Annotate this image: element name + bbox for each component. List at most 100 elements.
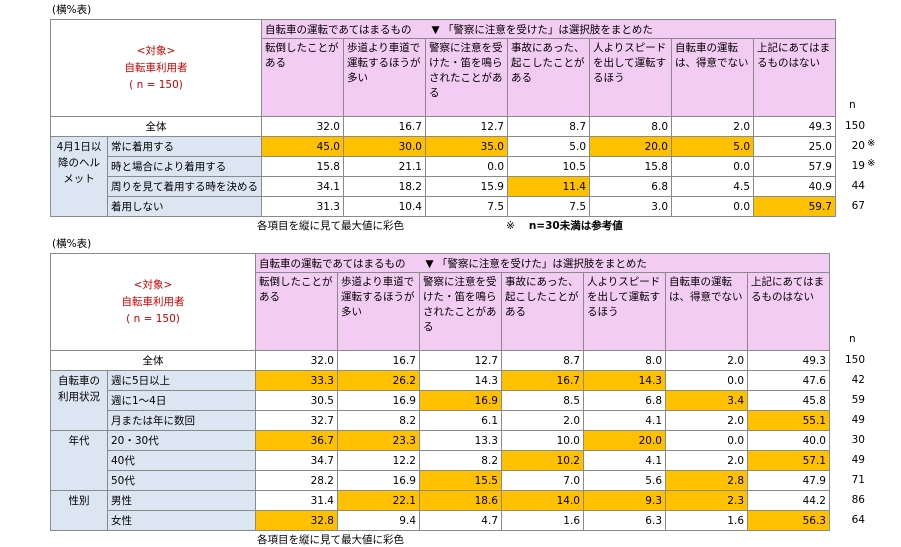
value-cell: 1.6 [665,510,748,531]
data-table: <対象> 自転車利用者 ( n = 150) 自転車の運転であてはまるもの ▼ 「警察に… [50,19,836,217]
n-value: 30 [851,434,865,446]
value-cell-max: 36.7 [255,430,338,451]
n-value: 49 [851,414,865,426]
value-cell: 7.5 [425,196,508,217]
group-header-note: ▼ 「警察に注意を受けた」は選択肢をまとめた [431,23,653,36]
value-cell-max: 56.3 [747,510,830,531]
table-row: 週に1～4日 30.5 16.9 16.9 8.5 6.8 3.4 45.8 [51,390,830,411]
footnote-text: n=30未満は参考値 [528,220,623,232]
target-label: <対象> 自転車利用者 ( n = 150) [50,19,262,117]
value-cell: 2.0 [501,410,584,431]
row-label: 全体 [50,350,256,371]
value-cell-max: 11.4 [507,176,590,197]
table-row: 自転車の利用状況 週に5日以上 33.3 26.2 14.3 16.7 14.3 0.0 47.… [50,370,830,431]
column-header: 転倒したことがある [255,272,338,351]
footnote-max-highlight: 各項目を縦に見て最大値に彩色 [257,534,404,546]
value-cell-max: 16.9 [419,390,502,411]
row-label: 月または年に数回 [107,410,256,431]
value-cell: 30.5 [255,390,338,411]
target-line: <対象> [133,278,173,291]
footnote-max-highlight: 各項目を縦に見て最大値に彩色 [257,220,404,232]
value-cell: 4.5 [671,176,754,197]
row-label: 着用しない [107,196,262,217]
value-cell: 12.7 [419,350,502,371]
group-label: 4月1日以降のヘルメット [50,136,108,217]
value-cell-max: 18.6 [419,490,502,511]
value-cell: 8.7 [507,116,590,137]
value-cell-max: 15.5 [419,470,502,491]
n-value: 19 [851,160,865,172]
column-header: 人よりスピードを出して運転するほう [589,38,672,117]
value-cell-max: 20.0 [589,136,672,157]
value-cell: 40.0 [747,430,830,451]
value-cell: 32.7 [255,410,338,431]
column-header: 転倒したことがある [261,38,344,117]
table-row: 40代 34.7 12.2 8.2 10.2 4.1 2.0 57.1 [51,450,830,471]
value-cell: 5.0 [507,136,590,157]
column-header: 自転車の運転は、得意でない [665,272,748,351]
value-cell-max: 16.7 [501,370,584,391]
row-label: 週に5日以上 [107,370,256,391]
value-cell: 57.9 [753,156,836,177]
group-header-title: 自転車の運転であてはまるもの [265,23,412,36]
value-cell: 21.1 [343,156,426,177]
value-cell: 2.0 [671,116,754,137]
value-cell: 5.6 [583,470,666,491]
group-label: 自転車の利用状況 [50,370,108,431]
value-cell-max: 10.2 [501,450,584,471]
group-header: 自転車の運転であてはまるもの ▼ 「警察に注意を受けた」は選択肢をまとめた [255,253,830,273]
group-header-title: 自転車の運転であてはまるもの [259,257,406,270]
table-row: 女性 32.8 9.4 4.7 1.6 6.3 1.6 56.3 [51,510,830,531]
value-cell: 6.8 [589,176,672,197]
value-cell-max: 23.3 [337,430,420,451]
value-cell: 0.0 [665,430,748,451]
value-cell: 8.0 [589,116,672,137]
value-cell: 47.9 [747,470,830,491]
n-value: 59 [851,394,865,406]
row-label: 50代 [107,470,256,491]
value-cell: 16.7 [343,116,426,137]
table-row: 4月1日以降のヘルメット 常に着用する 45.0 30.0 35.0 5.0 20.0 5.0… [50,136,836,217]
table-row: 月または年に数回 32.7 8.2 6.1 2.0 4.1 2.0 55.1 [51,410,830,431]
value-cell: 8.7 [501,350,584,371]
data-table: <対象> 自転車利用者 ( n = 150) 自転車の運転であてはまるもの ▼ 「警察に… [50,253,830,531]
value-cell-max: 5.0 [671,136,754,157]
value-cell: 8.2 [337,410,420,431]
row-label: 常に着用する [107,136,262,157]
n-value: 150 [844,120,865,132]
n-value: 86 [851,494,865,506]
table-caption: (横%表) [52,238,92,250]
value-cell: 10.5 [507,156,590,177]
column-header: 自転車の運転は、得意でない [671,38,754,117]
value-cell: 2.0 [665,410,748,431]
value-cell-max: 9.3 [583,490,666,511]
value-cell-max: 3.4 [665,390,748,411]
column-header: 歩道より車道で運転するほうが多い [343,38,426,117]
value-cell: 3.0 [589,196,672,217]
target-label: <対象> 自転車利用者 ( n = 150) [50,253,256,351]
n-value: 71 [851,474,865,486]
value-cell: 16.9 [337,470,420,491]
table-row: 周りを見て着用する時を決める 34.1 18.2 15.9 11.4 6.8 4.5 40.9 [51,176,836,197]
value-cell: 25.0 [753,136,836,157]
value-cell: 1.6 [501,510,584,531]
value-cell: 47.6 [747,370,830,391]
row-label: 周りを見て着用する時を決める [107,176,262,197]
value-cell: 16.7 [337,350,420,371]
value-cell: 10.4 [343,196,426,217]
group-label: 年代 [50,430,108,491]
value-cell: 34.7 [255,450,338,471]
column-header: 上記にあてはまるものはない [747,272,830,351]
value-cell: 10.0 [501,430,584,451]
value-cell: 34.1 [261,176,344,197]
value-cell: 6.3 [583,510,666,531]
row-label: 20・30代 [107,430,256,451]
value-cell: 18.2 [343,176,426,197]
value-cell: 4.1 [583,450,666,471]
table-row: 年代 20・30代 36.7 23.3 13.3 10.0 20.0 0.0 40.0 [50,430,830,491]
value-cell-max: 26.2 [337,370,420,391]
value-cell: 4.7 [419,510,502,531]
column-header: 事故にあった、起こしたことがある [507,38,590,117]
value-cell: 12.7 [425,116,508,137]
target-line: ( n = 150) [126,312,180,325]
